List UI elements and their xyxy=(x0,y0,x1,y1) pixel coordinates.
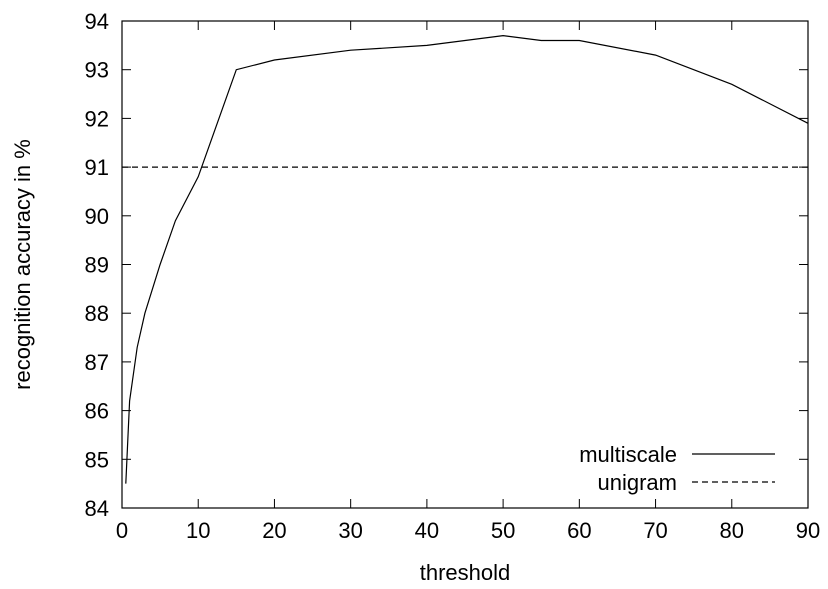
x-tick-label: 40 xyxy=(415,518,439,543)
y-tick-label: 91 xyxy=(85,155,109,180)
x-tick-label: 80 xyxy=(720,518,744,543)
y-tick-label: 87 xyxy=(85,350,109,375)
y-tick-label: 89 xyxy=(85,253,109,278)
x-tick-label: 0 xyxy=(116,518,128,543)
x-tick-label: 60 xyxy=(567,518,591,543)
series-line-multiscale xyxy=(125,34,809,484)
x-tick-label: 50 xyxy=(491,518,515,543)
y-axis-ticks: 84 85 86 87 88 89 90 91 92 93 94 xyxy=(85,9,808,521)
legend-label-unigram: unigram xyxy=(598,470,677,495)
x-tick-label: 30 xyxy=(338,518,362,543)
y-tick-label: 84 xyxy=(85,496,109,521)
y-tick-label: 94 xyxy=(85,9,109,34)
y-tick-label: 88 xyxy=(85,301,109,326)
series-layer xyxy=(122,34,809,484)
x-tick-label: 70 xyxy=(643,518,667,543)
legend: multiscale unigram xyxy=(579,442,775,495)
y-tick-label: 92 xyxy=(85,106,109,131)
y-tick-label: 85 xyxy=(85,447,109,472)
legend-label-multiscale: multiscale xyxy=(579,442,677,467)
x-axis-label: threshold xyxy=(420,560,511,585)
x-tick-label: 10 xyxy=(186,518,210,543)
plot-frame xyxy=(121,20,809,509)
y-tick-label: 90 xyxy=(85,204,109,229)
x-tick-label: 90 xyxy=(796,518,820,543)
y-tick-label: 86 xyxy=(85,399,109,424)
y-tick-label: 93 xyxy=(85,58,109,83)
x-axis-ticks: 0 10 20 30 40 50 60 70 80 90 xyxy=(116,21,820,543)
x-tick-label: 20 xyxy=(262,518,286,543)
y-axis-label: recognition accuracy in % xyxy=(10,139,35,390)
